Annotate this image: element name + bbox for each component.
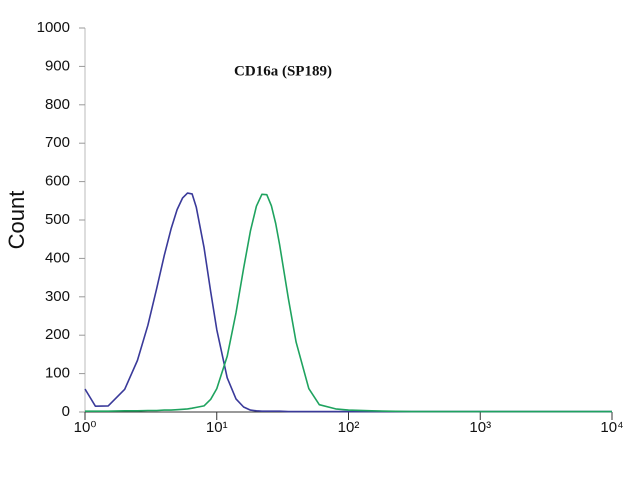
x-tick-label: 10¹ xyxy=(206,419,228,436)
y-tick-label: 400 xyxy=(45,249,70,266)
y-tick-label: 200 xyxy=(45,326,70,343)
y-tick-label: 300 xyxy=(45,288,70,305)
x-tick-label: 10² xyxy=(338,419,360,436)
x-tick-label: 10³ xyxy=(469,419,491,436)
y-tick-label: 700 xyxy=(45,134,70,151)
y-tick-label: 100 xyxy=(45,365,70,382)
y-axis-label: Count xyxy=(4,191,29,250)
y-tick-label: 800 xyxy=(45,96,70,113)
y-tick-label: 0 xyxy=(62,403,70,420)
y-tick-label: 500 xyxy=(45,211,70,228)
x-tick-label: 10⁴ xyxy=(600,419,623,436)
y-tick-label: 900 xyxy=(45,57,70,74)
y-tick-label: 1000 xyxy=(37,19,70,36)
x-tick-label: 10⁰ xyxy=(74,419,97,436)
series-line xyxy=(85,193,612,413)
chart-title: CD16a (SP189) xyxy=(234,63,332,79)
y-tick-label: 600 xyxy=(45,173,70,190)
series-line xyxy=(84,192,612,413)
